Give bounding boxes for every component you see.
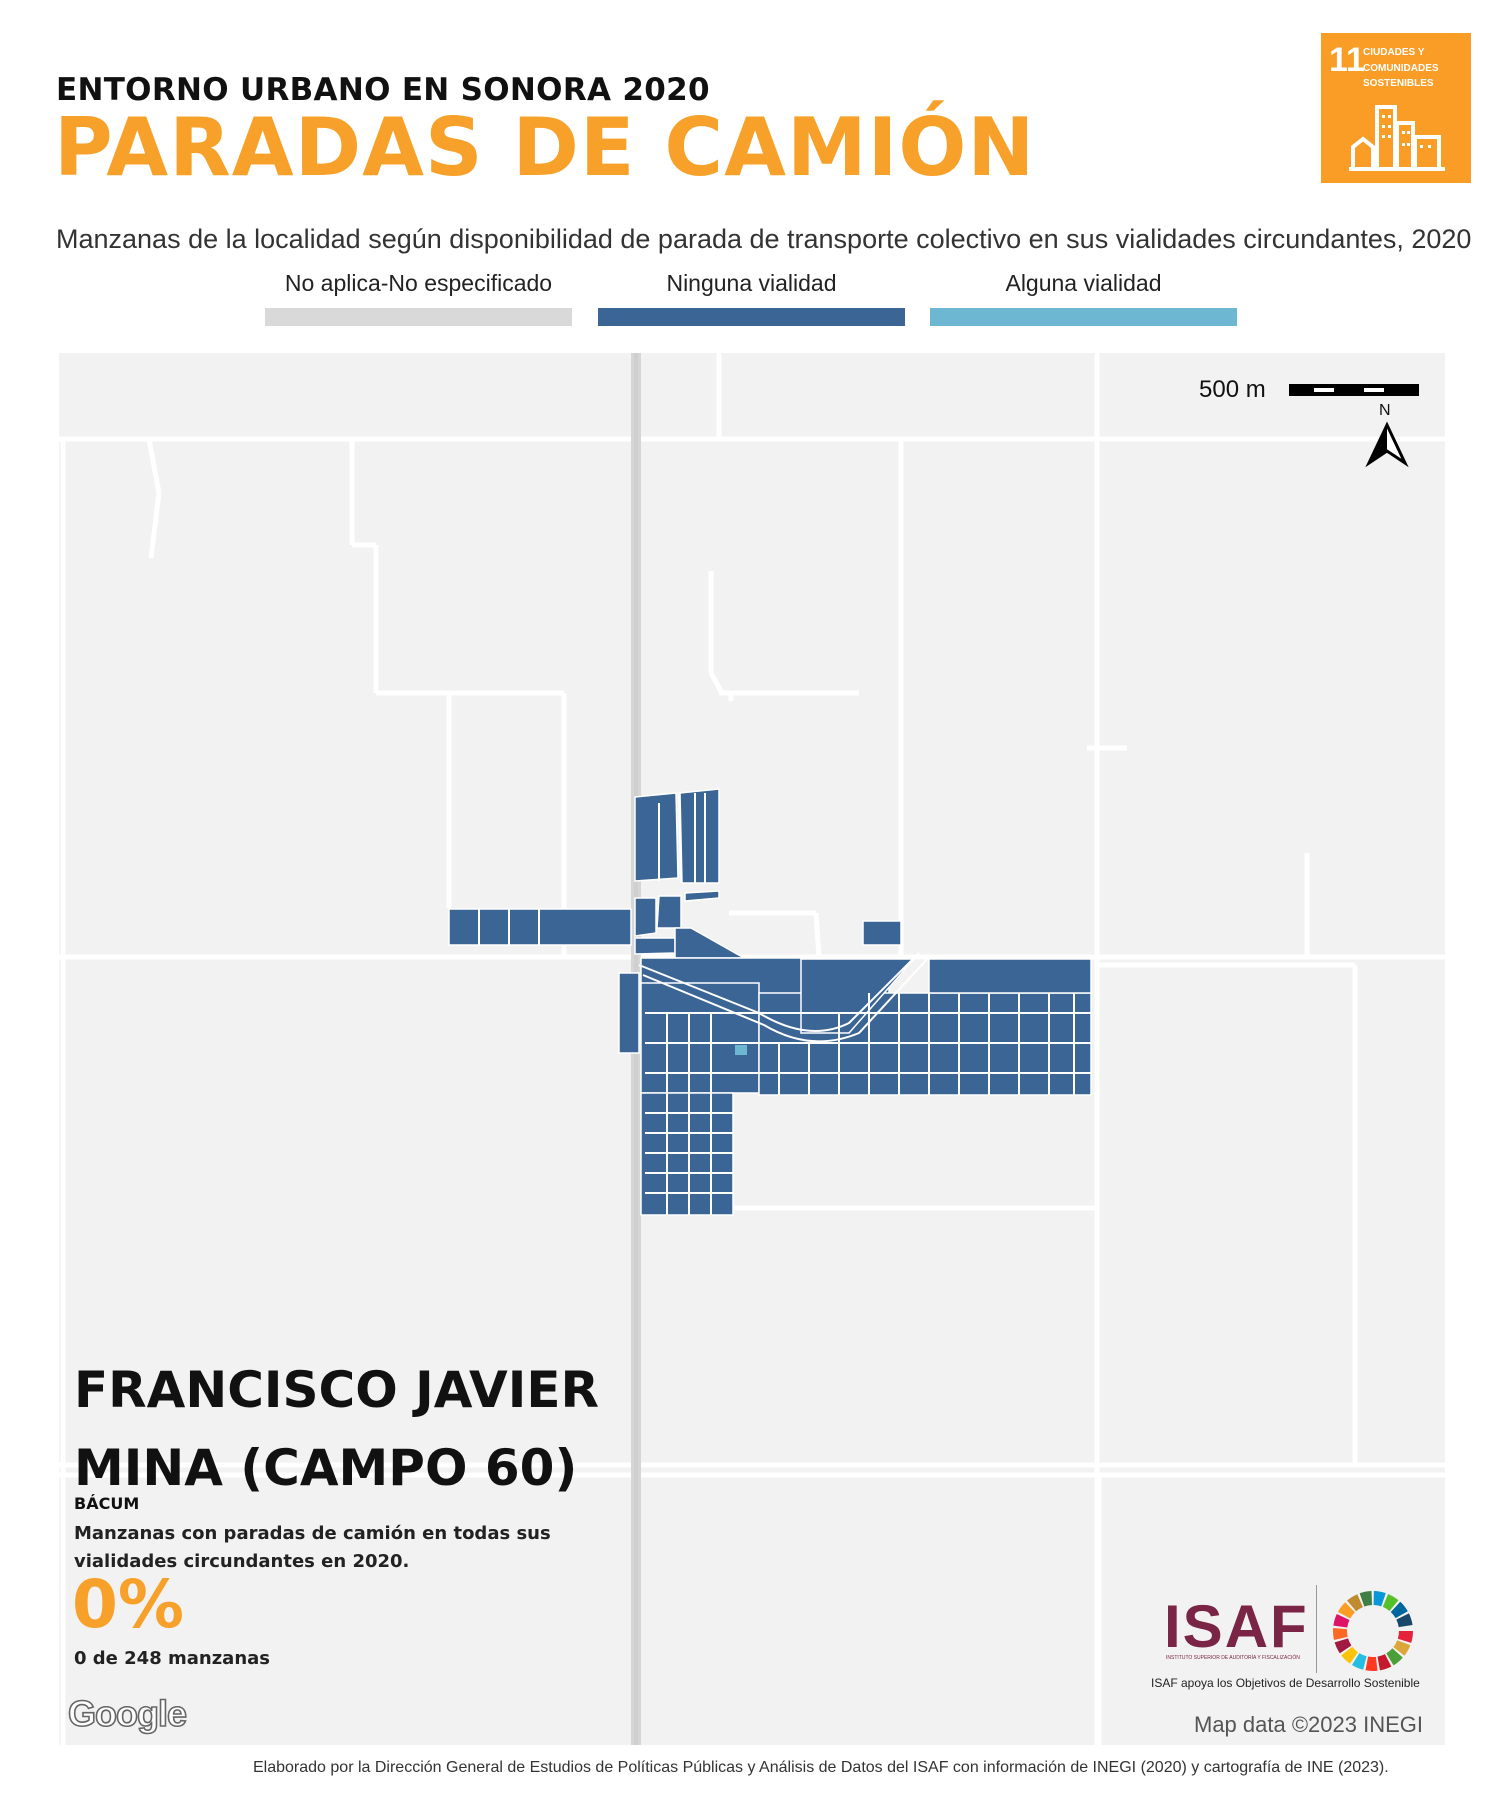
page-title: PARADAS DE CAMIÓN (54, 101, 1036, 194)
sdg-wheel-icon (1333, 1591, 1413, 1671)
rural-roads (59, 353, 1445, 1745)
north-label: N (1379, 402, 1391, 419)
sdg-text: CIUDADES Y COMUNIDADES SOSTENIBLES (1363, 47, 1439, 89)
locality-name: FRANCISCO JAVIER MINA (CAMPO 60) (74, 1352, 599, 1507)
supertitle: ENTORNO URBANO EN SONORA 2020 (56, 72, 710, 108)
locality-name-line1: FRANCISCO JAVIER (74, 1361, 599, 1419)
locality-name-line2: MINA (CAMPO 60) (74, 1438, 578, 1497)
isaf-institute-name: INSTITUTO SUPERIOR DE AUDITORÍA Y FISCAL… (1166, 1655, 1300, 1661)
urban-blocks (448, 788, 1092, 1216)
legend-label-ninguna: Ninguna vialidad (666, 270, 837, 296)
sdg-number: 11 (1329, 41, 1365, 79)
stat-count: 0 de 248 manzanas (74, 1648, 271, 1669)
subtitle: Manzanas de la localidad según disponibi… (56, 224, 1472, 254)
legend-label-alguna: Alguna vialidad (1005, 270, 1162, 296)
legend-swatch-alguna (930, 308, 1237, 326)
map[interactable]: N (59, 353, 1445, 1745)
legend-swatch-no-aplica (265, 308, 572, 326)
map-canvas (59, 353, 1445, 1745)
logo-divider (1316, 1585, 1317, 1673)
city-buildings-icon (1349, 105, 1445, 171)
legend-label-no-aplica: No aplica-No especificado (284, 270, 553, 296)
isaf-caption: ISAF apoya los Objetivos de Desarrollo S… (1151, 1676, 1420, 1690)
isaf-logo: ISAF (1164, 1593, 1309, 1660)
stat-percent: 0% (72, 1566, 185, 1643)
legend-swatch-ninguna (598, 308, 905, 326)
google-logo: Google (67, 1692, 188, 1735)
highlighted-block (735, 1045, 747, 1055)
north-arrow-icon (1365, 421, 1409, 468)
municipio: BÁCUM (74, 1494, 140, 1513)
scale-label: 500 m (1199, 376, 1266, 403)
stat-description: Manzanas con paradas de camión en todas … (74, 1523, 551, 1572)
urban-streets (478, 792, 1091, 1215)
footer-credit: Elaborado por la Dirección General de Es… (253, 1759, 1389, 1776)
map-attribution: Map data ©2023 INEGI (1194, 1712, 1424, 1737)
scale-bar (1289, 384, 1419, 396)
sdg-11-badge: 11 CIUDADES Y COMUNIDADES SOSTENIBLES (1321, 33, 1471, 183)
